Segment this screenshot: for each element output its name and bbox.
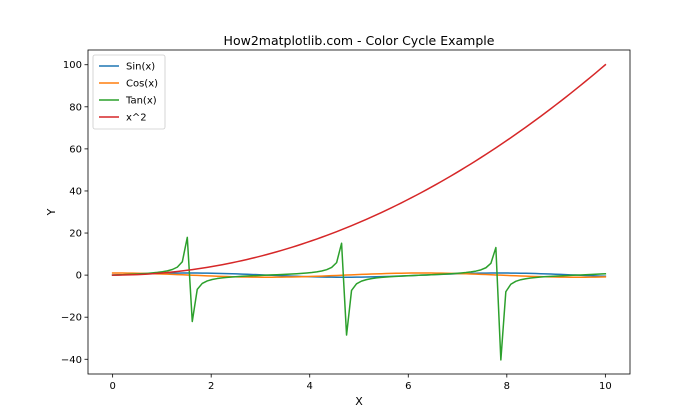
y-tick-label: 0 [76,271,82,282]
x-tick-label: 2 [208,381,214,392]
legend-label-1: Cos(x) [126,79,158,90]
legend-label-2: Tan(x) [125,96,157,107]
y-axis-label: Y [45,208,58,216]
x-tick-label: 8 [504,381,510,392]
series-layer [111,63,607,361]
plot-area-frame [87,49,631,375]
series-line-1 [111,272,607,278]
y-tick-label: 80 [69,102,82,113]
x-axis: 0 2 4 6 8 10 [109,374,612,392]
x-axis-label: X [355,395,363,408]
x-tick-label: 6 [405,381,411,392]
y-tick-label: 100 [63,60,82,71]
x-tick-label: 10 [599,381,612,392]
y-tick-label: 40 [69,186,82,197]
y-tick-label: 60 [69,144,82,155]
x-tick-label: 4 [307,381,313,392]
y-tick-label: 20 [69,229,82,240]
series-line-0 [111,272,607,278]
legend-label-0: Sin(x) [126,62,155,73]
legend-box [92,54,166,130]
series-line-2 [111,236,607,361]
series-line-3 [111,63,607,276]
y-tick-label: −20 [61,313,82,324]
y-axis: −40 −20 0 20 40 60 80 100 [61,60,88,366]
chart-title: How2matplotlib.com - Color Cycle Example [224,33,495,48]
legend: Sin(x) Cos(x) Tan(x) x^2 [92,54,166,130]
legend-label-3: x^2 [126,113,147,124]
y-tick-label: −40 [61,355,82,366]
x-tick-label: 0 [109,381,115,392]
